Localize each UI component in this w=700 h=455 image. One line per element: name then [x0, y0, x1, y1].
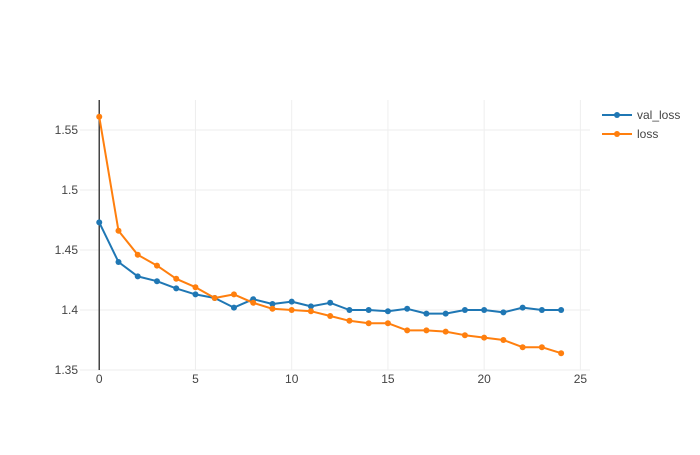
series-val_loss — [96, 219, 565, 317]
data-point[interactable] — [423, 310, 430, 317]
data-point[interactable] — [96, 113, 103, 120]
data-point[interactable] — [519, 344, 526, 351]
data-point[interactable] — [423, 327, 430, 334]
data-point[interactable] — [173, 285, 180, 292]
series-loss — [96, 113, 565, 357]
data-point[interactable] — [404, 327, 411, 334]
data-point[interactable] — [442, 310, 449, 317]
y-tick-label: 1.55 — [55, 123, 79, 137]
data-point[interactable] — [558, 307, 565, 313]
data-point[interactable] — [134, 273, 141, 280]
axes: 1.35 1.4 1.45 1.5 1.55 0 5 10 15 20 25 — [55, 100, 588, 386]
legend-item-val_loss[interactable]: val_loss — [602, 108, 680, 122]
data-point[interactable] — [500, 337, 507, 343]
data-point[interactable] — [96, 219, 103, 226]
data-point[interactable] — [250, 299, 257, 306]
data-point[interactable] — [288, 307, 295, 313]
data-point[interactable] — [173, 275, 180, 282]
data-point[interactable] — [115, 259, 122, 265]
y-tick-label: 1.5 — [61, 183, 78, 197]
data-point[interactable] — [538, 307, 545, 313]
x-tick-label: 0 — [96, 372, 103, 386]
data-point[interactable] — [153, 278, 160, 285]
data-point[interactable] — [346, 317, 353, 324]
data-point[interactable] — [288, 298, 295, 305]
data-point[interactable] — [192, 291, 199, 298]
data-point[interactable] — [461, 332, 468, 339]
x-tick-label: 15 — [381, 372, 395, 386]
data-point[interactable] — [538, 344, 545, 351]
y-tick-label: 1.35 — [55, 363, 79, 377]
data-point[interactable] — [442, 328, 449, 335]
data-point[interactable] — [307, 308, 314, 315]
x-tick-label: 5 — [192, 372, 199, 386]
legend-label: loss — [637, 127, 658, 141]
data-point[interactable] — [365, 320, 372, 327]
data-point[interactable] — [307, 303, 314, 310]
data-point[interactable] — [269, 305, 276, 312]
data-point[interactable] — [115, 227, 122, 234]
data-point[interactable] — [327, 299, 334, 306]
data-point[interactable] — [384, 320, 391, 327]
legend-marker — [614, 131, 620, 137]
data-point[interactable] — [519, 304, 526, 311]
data-point[interactable] — [404, 305, 411, 312]
data-point[interactable] — [192, 284, 199, 291]
data-point[interactable] — [384, 308, 391, 315]
data-point[interactable] — [346, 307, 353, 313]
data-point[interactable] — [461, 307, 468, 313]
data-point[interactable] — [500, 309, 507, 316]
x-tick-label: 25 — [574, 372, 588, 386]
series-lines — [96, 113, 565, 357]
data-point[interactable] — [134, 251, 141, 258]
x-tick-label: 20 — [477, 372, 491, 386]
grid-lines — [80, 100, 590, 371]
y-tick-label: 1.4 — [61, 303, 78, 317]
data-point[interactable] — [211, 295, 218, 301]
data-point[interactable] — [230, 304, 237, 311]
data-point[interactable] — [327, 313, 334, 319]
data-point[interactable] — [481, 307, 488, 313]
data-point[interactable] — [269, 301, 276, 307]
data-point[interactable] — [558, 350, 565, 357]
legend-item-loss[interactable]: loss — [602, 127, 658, 141]
data-point[interactable] — [365, 307, 372, 313]
y-tick-label: 1.45 — [55, 243, 79, 257]
data-point[interactable] — [230, 291, 237, 298]
x-tick-label: 10 — [285, 372, 299, 386]
data-point[interactable] — [481, 334, 488, 341]
data-point[interactable] — [153, 262, 160, 269]
legend-label: val_loss — [637, 108, 680, 122]
legend-marker — [614, 112, 620, 118]
